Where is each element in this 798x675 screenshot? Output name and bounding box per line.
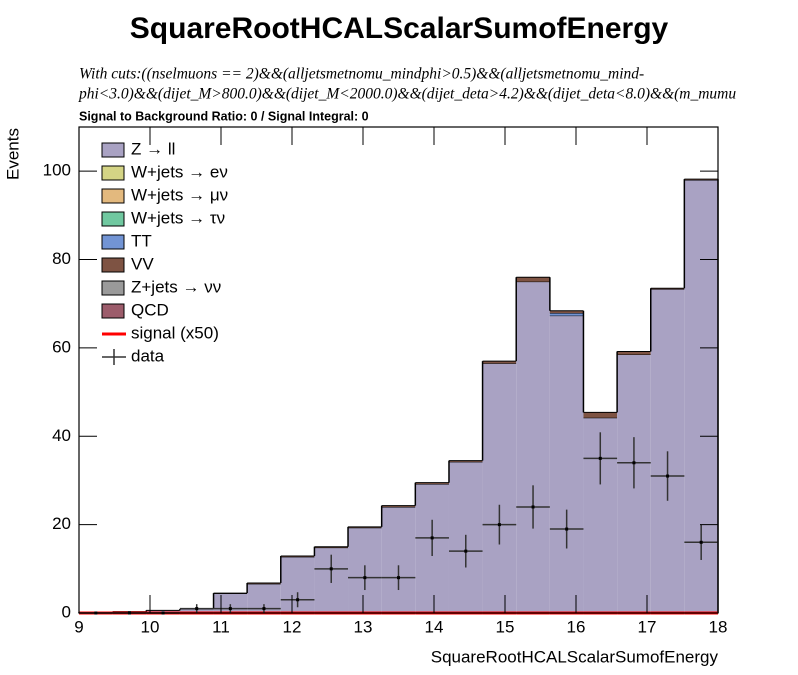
legend-label: data (131, 346, 165, 365)
x-tick-label: 9 (74, 617, 83, 636)
x-tick-label: 11 (212, 617, 230, 636)
histogram-bar (448, 460, 483, 462)
legend-label: signal (x50) (131, 323, 219, 342)
y-tick-label: 100 (43, 161, 71, 180)
data-point (228, 607, 232, 611)
data-point (262, 607, 266, 611)
legend-swatch (101, 280, 125, 296)
data-point (497, 523, 501, 527)
data-point (565, 527, 569, 531)
y-tick-label: 80 (52, 249, 71, 268)
y-tick-label: 40 (52, 426, 71, 445)
x-tick-label: 18 (709, 617, 728, 636)
data-point (329, 567, 333, 571)
histogram-bar (549, 310, 584, 314)
histogram-bar (650, 289, 685, 613)
x-tick-label: 14 (425, 617, 444, 636)
y-tick-label: 20 (52, 514, 71, 533)
legend-label: W+jets → μν (131, 185, 228, 204)
legend-swatch (101, 303, 125, 319)
histogram-bar (516, 277, 550, 282)
histogram-bar (482, 363, 517, 613)
data-point (666, 474, 670, 478)
data-point (430, 536, 434, 540)
plot-frame (78, 126, 719, 614)
legend-label: Z → ll (131, 139, 175, 158)
legend-swatch (101, 211, 125, 227)
x-tick-label: 12 (283, 617, 302, 636)
legend-label: W+jets → eν (131, 162, 228, 181)
data-point (598, 456, 602, 460)
data-point (632, 461, 636, 465)
legend-swatch (101, 257, 125, 273)
data-point (464, 549, 468, 553)
legend-label: W+jets → τν (131, 208, 225, 227)
x-tick-label: 15 (496, 617, 515, 636)
x-tick-label: 13 (354, 617, 373, 636)
histogram-bar (482, 361, 517, 364)
data-point (363, 576, 367, 580)
subtitle: With cuts:((nselmuons == 2)&&(alljetsmet… (79, 66, 644, 83)
data-point (195, 607, 199, 611)
data-point (397, 576, 400, 580)
y-tick-label: 0 (62, 602, 71, 621)
data-point (699, 540, 703, 544)
histogram-bar (549, 315, 584, 613)
histogram-bar (415, 482, 449, 484)
histogram-bar (549, 313, 584, 316)
legend-swatch (101, 188, 125, 204)
histogram-bar (617, 351, 651, 355)
x-tick-label: 17 (638, 617, 657, 636)
histogram-bar (583, 412, 618, 418)
legend-swatch (101, 165, 125, 181)
legend-swatch (101, 142, 125, 158)
legend-label: Z+jets → νν (131, 277, 221, 296)
histogram-bar (381, 505, 416, 507)
subtitle: phi<3.0)&&(dijet_M>800.0)&&(dijet_M<2000… (78, 86, 736, 103)
x-axis-label: SquareRootHCALScalarSumofEnergy (431, 647, 719, 666)
x-tick-label: 16 (567, 617, 586, 636)
chart-title: SquareRootHCALScalarSumofEnergy (130, 12, 669, 45)
legend-label: VV (131, 254, 154, 273)
y-axis-label: Events (3, 128, 22, 180)
y-tick-label: 60 (52, 337, 71, 356)
legend-label: QCD (131, 300, 169, 319)
data-point (531, 505, 535, 509)
legend-swatch (101, 234, 125, 250)
histogram-bar (381, 506, 416, 613)
x-tick-label: 10 (141, 617, 160, 636)
annotation: Signal to Background Ratio: 0 / Signal I… (79, 109, 369, 123)
legend-label: TT (131, 231, 152, 250)
data-point (296, 598, 300, 602)
histogram-bar (516, 281, 550, 613)
